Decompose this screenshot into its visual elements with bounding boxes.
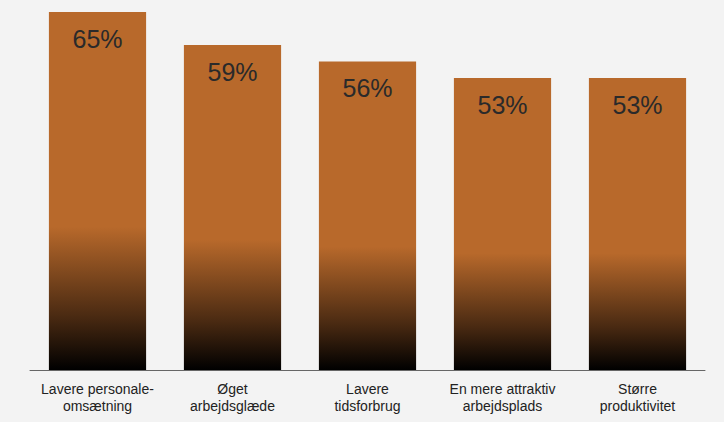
svg-text:arbejdsglæde: arbejdsglæde	[190, 398, 275, 414]
svg-text:produktivitet: produktivitet	[600, 398, 676, 414]
svg-text:53%: 53%	[612, 91, 662, 119]
svg-text:Lavere: Lavere	[346, 381, 389, 397]
svg-text:Større: Større	[618, 381, 657, 397]
svg-text:omsætning: omsætning	[63, 398, 132, 414]
svg-text:53%: 53%	[477, 91, 527, 119]
svg-text:tidsforbrug: tidsforbrug	[334, 398, 400, 414]
svg-text:65%: 65%	[72, 25, 122, 53]
svg-text:En mere attraktiv: En mere attraktiv	[450, 381, 556, 397]
svg-text:Lavere personale-: Lavere personale-	[41, 381, 154, 397]
svg-text:56%: 56%	[342, 74, 392, 102]
svg-text:Øget: Øget	[217, 381, 247, 397]
svg-text:arbejdsplads: arbejdsplads	[463, 398, 542, 414]
svg-text:59%: 59%	[207, 58, 257, 86]
